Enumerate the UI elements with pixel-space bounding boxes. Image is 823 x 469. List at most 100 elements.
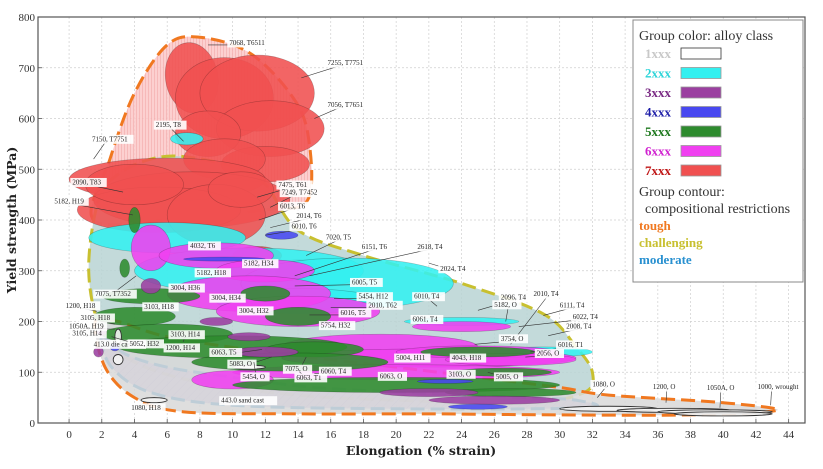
legend-contour-label: challenging [639,235,703,250]
legend-class-swatch [680,145,722,157]
annotation: 6061, T4 [410,315,444,324]
annotation-box [209,347,243,357]
annotation: 413.0 die cast [91,339,147,349]
x-tick-label: 4 [132,429,138,441]
annotation-label: 5754, H32 [321,322,351,330]
annotation-box [194,268,232,278]
ellipse-3xxx [140,278,161,294]
annotation-box [349,277,383,287]
annotation-box [356,292,393,302]
annotation: 5454, H12 [334,292,393,302]
ellipse-2xxx [170,132,204,146]
annotation-box [534,349,564,359]
annotation-label: 7068, T6511 [229,39,265,47]
ellipse-5xxx [265,306,332,326]
annotation: 6013, T6 [258,201,311,221]
annotation-box [338,308,372,318]
annotation-box [294,211,328,221]
annotation: 4043, H18 [449,353,487,363]
legend-class-swatch [680,125,722,138]
annotation-label: 6061, T4 [413,316,439,324]
annotation: 3004, H34 [209,293,246,303]
legend-class-swatch [680,67,722,79]
annotation-label: 2010, T62 [368,301,397,309]
annotation-box [449,353,487,363]
annotation: 6063, T5 [209,347,263,357]
annotation-label: 5182, O [494,301,517,309]
legend-contour-title: Group contour: [639,185,725,200]
annotation-box [294,373,328,383]
y-tick-label: 500 [19,164,36,176]
annotation-box [237,306,274,316]
ellipse-6xxx [130,224,171,272]
annotation: 6010, T4 [412,292,445,307]
annotation-box [227,38,271,48]
annotation-box [325,58,370,68]
ellipse-5xxx [119,258,130,278]
x-tick-label: 12 [260,429,271,441]
annotation-box [240,372,270,382]
annotation-label: 4043, H18 [452,354,482,362]
x-tick-label: 26 [489,429,501,441]
annotation: 2618, T4 [309,242,449,277]
annotation-label: 1050A, H19 [69,323,104,331]
annotation: 5005, O [487,371,524,382]
annotation: 3004, H36 [168,283,205,293]
legend-class-swatch [680,86,722,99]
annotation-box [276,180,313,190]
legend: Group color: alloy class 1xxx 2xxx 3xxx 4xx… [632,19,804,283]
annotation-label: 1000, wrought [758,383,799,391]
annotation: 4032, T6 [188,241,221,251]
annotation-box [63,301,101,311]
y-tick-label: 200 [19,317,36,329]
y-tick-label: 0 [30,418,36,430]
annotation-box [323,232,357,242]
annotation-box [410,315,444,324]
x-tick-label: 18 [358,429,370,441]
x-ticks: 0 2 4 6 8 10 12 14 16 18 20 22 24 26 28 30 32 34 36 38 40 42 4… [66,419,795,441]
annotation: 2090, T83 [70,177,124,193]
tough-7xxx-envelope-outline [89,35,314,227]
annotation-box [70,177,107,187]
annotation: 2008, T4 [548,322,598,337]
annotation-leader [770,388,772,406]
annotation: 5182, H34 [242,259,279,269]
annotation-box [438,264,472,274]
annotation-box [359,242,393,252]
annotation-label: 413.0 die cast [94,340,133,348]
y-tick-label: 300 [19,266,36,278]
ellipse-3xxx [199,317,233,326]
annotation-label: 6005, T5 [352,278,378,286]
legend-class-swatch [680,106,722,118]
annotation-box [219,396,278,406]
x-tick-label: 2 [99,429,105,441]
annotation-box [168,330,205,340]
annotation: 5083, O [227,356,272,369]
annotation: 7255, T7751 [301,58,370,79]
legend-class-label: 4xxx [645,105,672,120]
legend-contour-label: tough [639,218,672,233]
annotation-leader [719,389,722,408]
annotation-label: 6016, T5 [341,309,367,317]
annotation: 7150, T7751 [89,134,134,160]
annotation-label: 5005, O [496,373,519,381]
y-tick-label: 700 [19,63,36,75]
annotation-label: 2056, O [537,350,560,358]
annotation-label: 6013, T6 [280,202,306,210]
legend-class-label: 6xxx [645,144,672,159]
annotation: 3105, H18 [78,313,115,325]
annotation-box [498,293,532,303]
y-tick-label: 400 [19,215,36,227]
annotation-box [209,293,246,303]
annotation-label: 3004, H36 [170,284,200,292]
annotation-box [557,300,591,310]
annotation: 7249, T7452 [270,188,324,208]
annotation-label: 7150, T7751 [92,135,128,143]
annotation: 5454, O [240,362,270,382]
annotation-label: 1200, H14 [166,344,196,352]
y-tick-label: 600 [19,114,36,126]
annotation-label: 3754, O [501,335,524,343]
annotation-label: 3103, H14 [170,331,200,339]
annotation: 1200, O [650,382,681,403]
legend-contour-label: moderate [639,252,692,267]
